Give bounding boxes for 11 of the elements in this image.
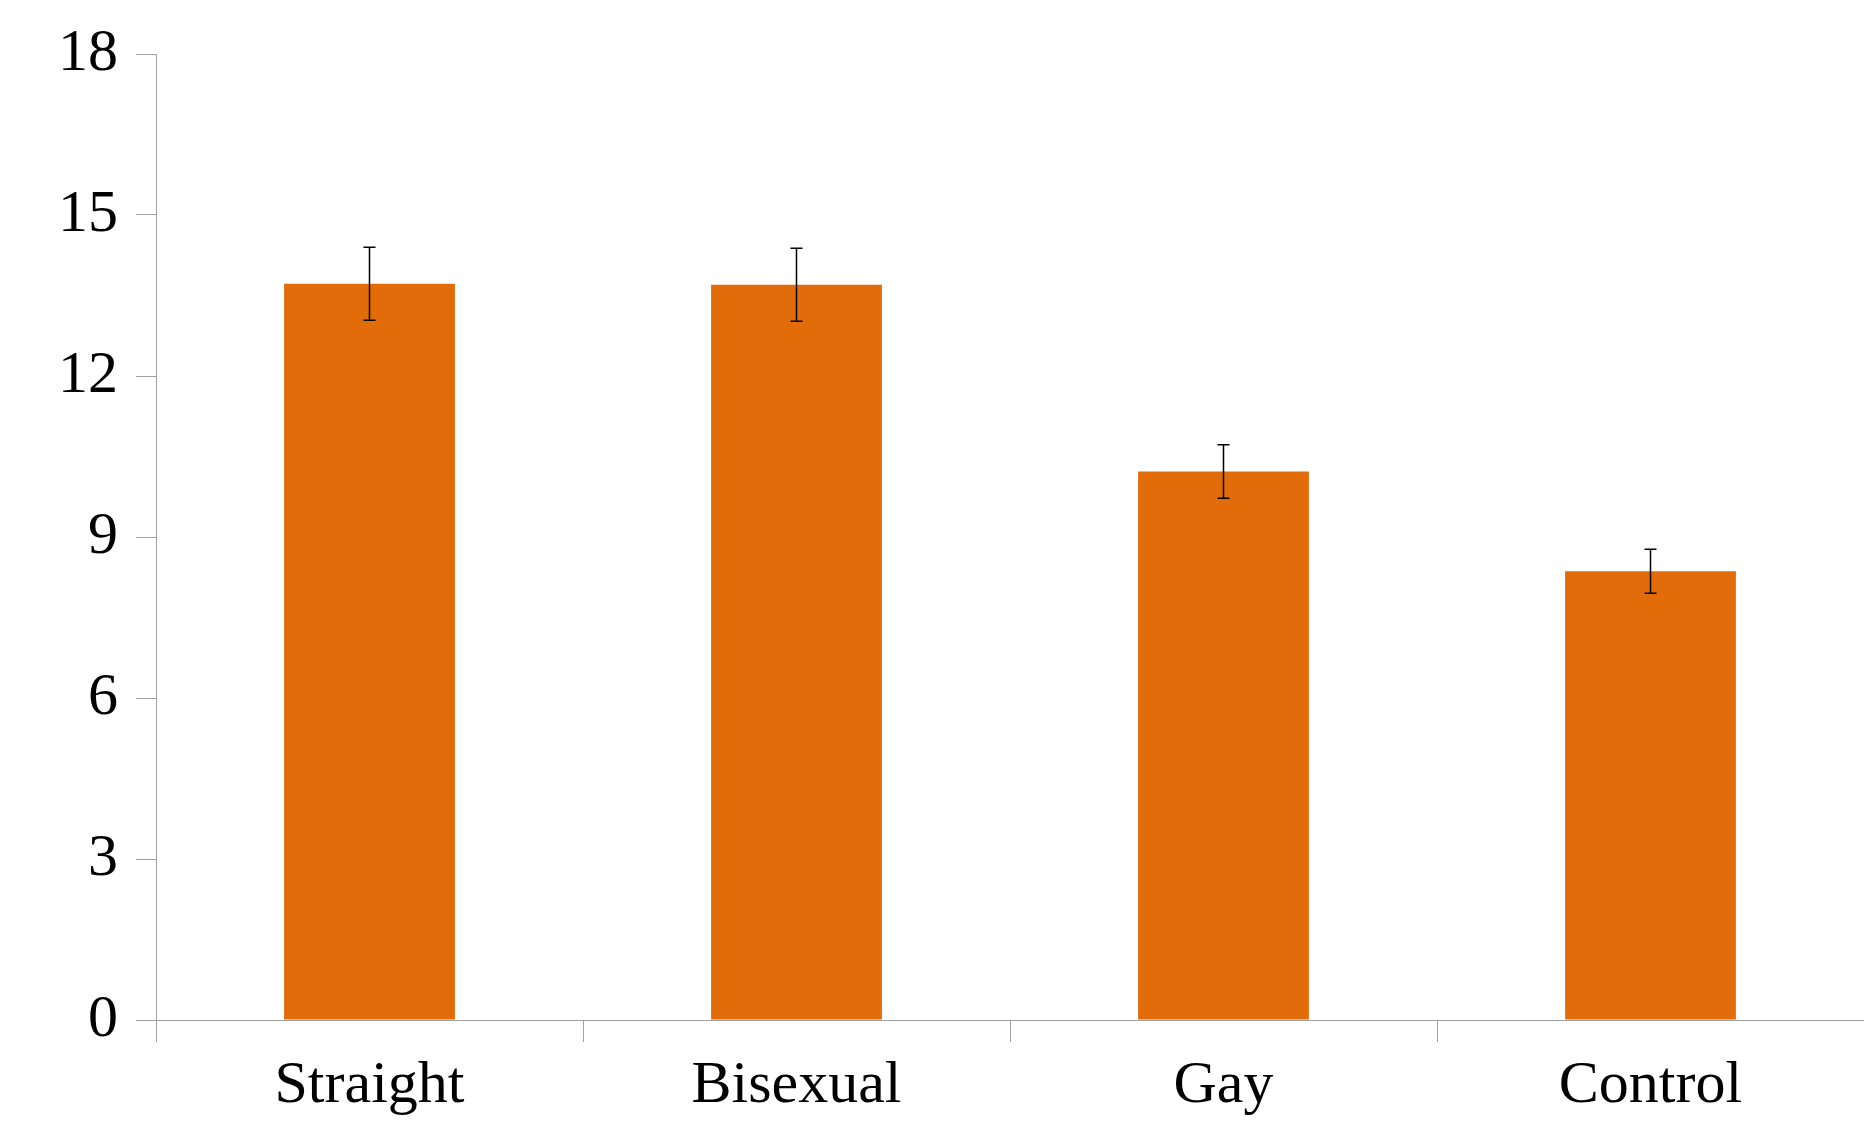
y-tick-label: 3 <box>88 821 118 888</box>
x-tick-label: Straight <box>274 1048 465 1115</box>
y-tick-label: 18 <box>58 16 118 83</box>
x-tick-label: Bisexual <box>691 1048 902 1115</box>
x-tick-label: Gay <box>1173 1048 1274 1115</box>
y-tick-label: 0 <box>88 982 118 1049</box>
y-tick-label: 12 <box>58 338 118 405</box>
x-tick-label: Control <box>1558 1048 1743 1115</box>
y-tick-label: 15 <box>58 177 118 244</box>
y-tick-label: 6 <box>88 660 118 727</box>
y-tick-label: 9 <box>88 499 118 566</box>
